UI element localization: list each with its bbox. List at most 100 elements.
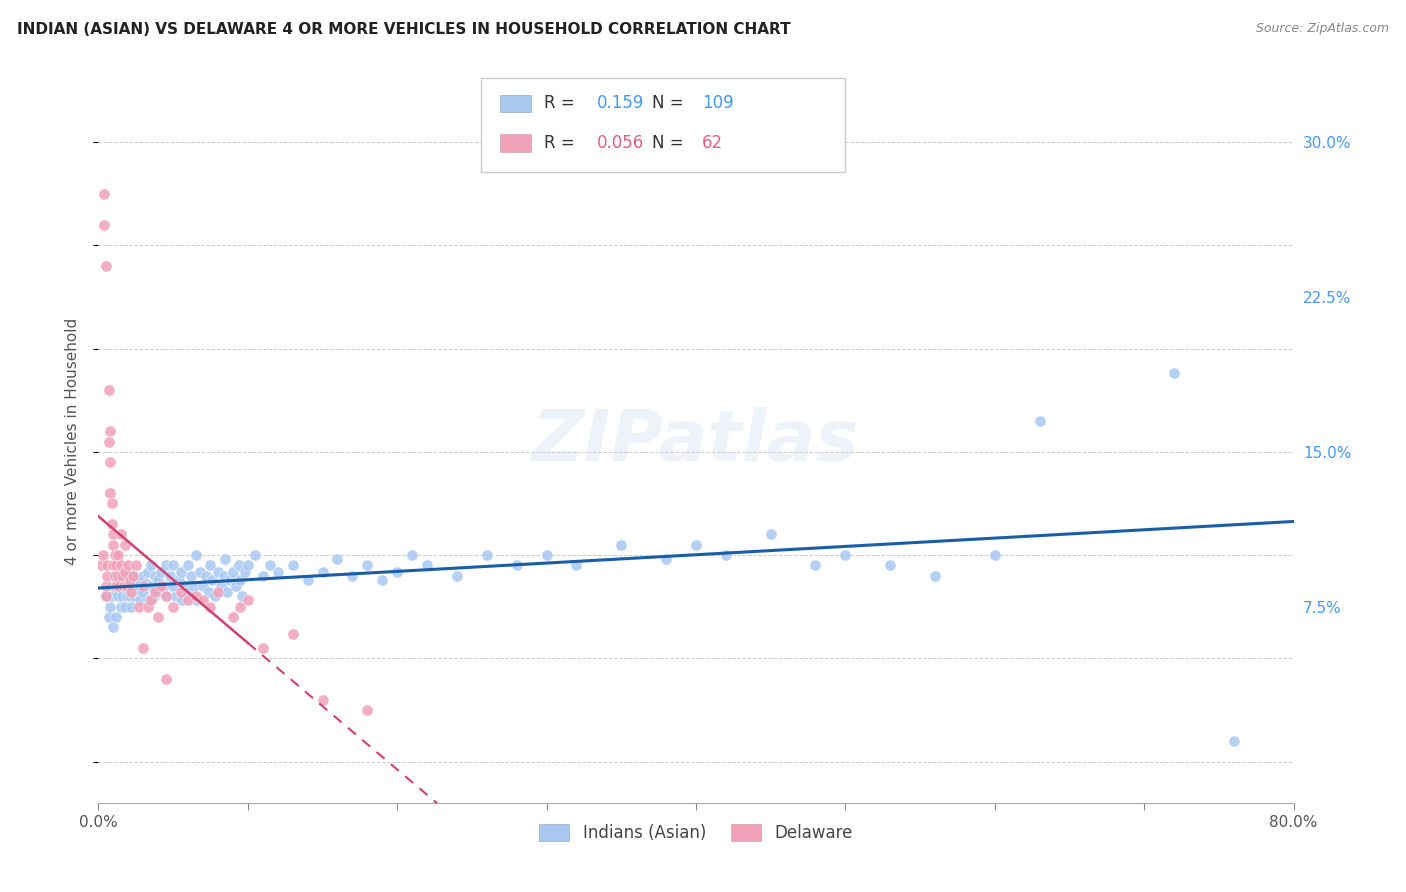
Point	[177, 558, 200, 573]
Point	[94, 579, 117, 593]
Point	[506, 558, 529, 573]
Text: 0.056: 0.056	[596, 134, 644, 153]
Point	[104, 548, 127, 562]
Point	[112, 579, 135, 593]
Point	[446, 568, 468, 582]
Point	[215, 585, 238, 599]
Point	[97, 610, 120, 624]
Point	[103, 538, 125, 552]
Point	[475, 548, 498, 562]
Text: 109: 109	[702, 95, 734, 112]
Point	[118, 573, 141, 587]
Point	[200, 558, 222, 573]
Point	[141, 579, 163, 593]
Point	[356, 703, 378, 717]
Point	[172, 593, 194, 607]
Point	[207, 565, 229, 579]
Point	[103, 558, 125, 573]
Point	[297, 573, 319, 587]
Point	[174, 579, 197, 593]
Point	[136, 565, 159, 579]
Point	[804, 558, 827, 573]
Point	[183, 579, 205, 593]
Point	[212, 568, 235, 582]
Point	[610, 538, 633, 552]
Point	[201, 573, 224, 587]
FancyBboxPatch shape	[481, 78, 845, 172]
Point	[565, 558, 588, 573]
Point	[155, 558, 177, 573]
Point	[110, 527, 132, 541]
Point	[267, 565, 290, 579]
Point	[416, 558, 439, 573]
Point	[103, 527, 125, 541]
Point	[165, 590, 187, 604]
Point	[97, 434, 120, 449]
Point	[169, 565, 191, 579]
Point	[132, 640, 155, 655]
Point	[107, 590, 129, 604]
Point	[114, 565, 136, 579]
Point	[153, 579, 176, 593]
Point	[159, 568, 181, 582]
Point	[236, 593, 259, 607]
Point	[150, 579, 173, 593]
Point	[142, 590, 165, 604]
Point	[132, 568, 155, 582]
Point	[685, 538, 707, 552]
Point	[214, 552, 236, 566]
Point	[128, 579, 150, 593]
Point	[115, 590, 138, 604]
Point	[98, 486, 122, 500]
Point	[281, 626, 304, 640]
Point	[117, 558, 139, 573]
Point	[107, 568, 129, 582]
Point	[94, 259, 117, 273]
Point	[96, 558, 118, 573]
Point	[259, 558, 281, 573]
Point	[385, 565, 409, 579]
Point	[143, 585, 166, 599]
Point	[148, 573, 170, 587]
Point	[229, 599, 252, 614]
Point	[94, 590, 117, 604]
Point	[311, 692, 333, 706]
Point	[103, 579, 125, 593]
Point	[125, 573, 148, 587]
Point	[150, 565, 173, 579]
Point	[984, 548, 1007, 562]
Point	[834, 548, 856, 562]
Point	[222, 565, 245, 579]
Point	[124, 590, 146, 604]
Point	[148, 610, 170, 624]
Point	[98, 455, 122, 469]
Point	[125, 558, 148, 573]
Point	[191, 579, 214, 593]
Point	[120, 599, 142, 614]
Point	[1223, 734, 1246, 748]
Point	[114, 599, 136, 614]
Text: N =: N =	[652, 95, 689, 112]
Point	[326, 552, 349, 566]
Point	[117, 568, 139, 582]
Point	[94, 590, 117, 604]
Point	[231, 590, 253, 604]
Point	[98, 424, 122, 438]
Point	[162, 579, 184, 593]
Point	[184, 548, 207, 562]
Point	[97, 383, 120, 397]
Point	[252, 640, 274, 655]
FancyBboxPatch shape	[501, 135, 531, 152]
Point	[186, 593, 208, 607]
FancyBboxPatch shape	[501, 95, 531, 112]
Point	[111, 568, 134, 582]
Point	[155, 672, 177, 686]
Point	[132, 585, 155, 599]
Point	[198, 585, 221, 599]
Point	[105, 579, 128, 593]
Point	[200, 599, 222, 614]
Point	[120, 579, 142, 593]
Point	[177, 593, 200, 607]
Point	[209, 579, 232, 593]
Point	[342, 568, 364, 582]
